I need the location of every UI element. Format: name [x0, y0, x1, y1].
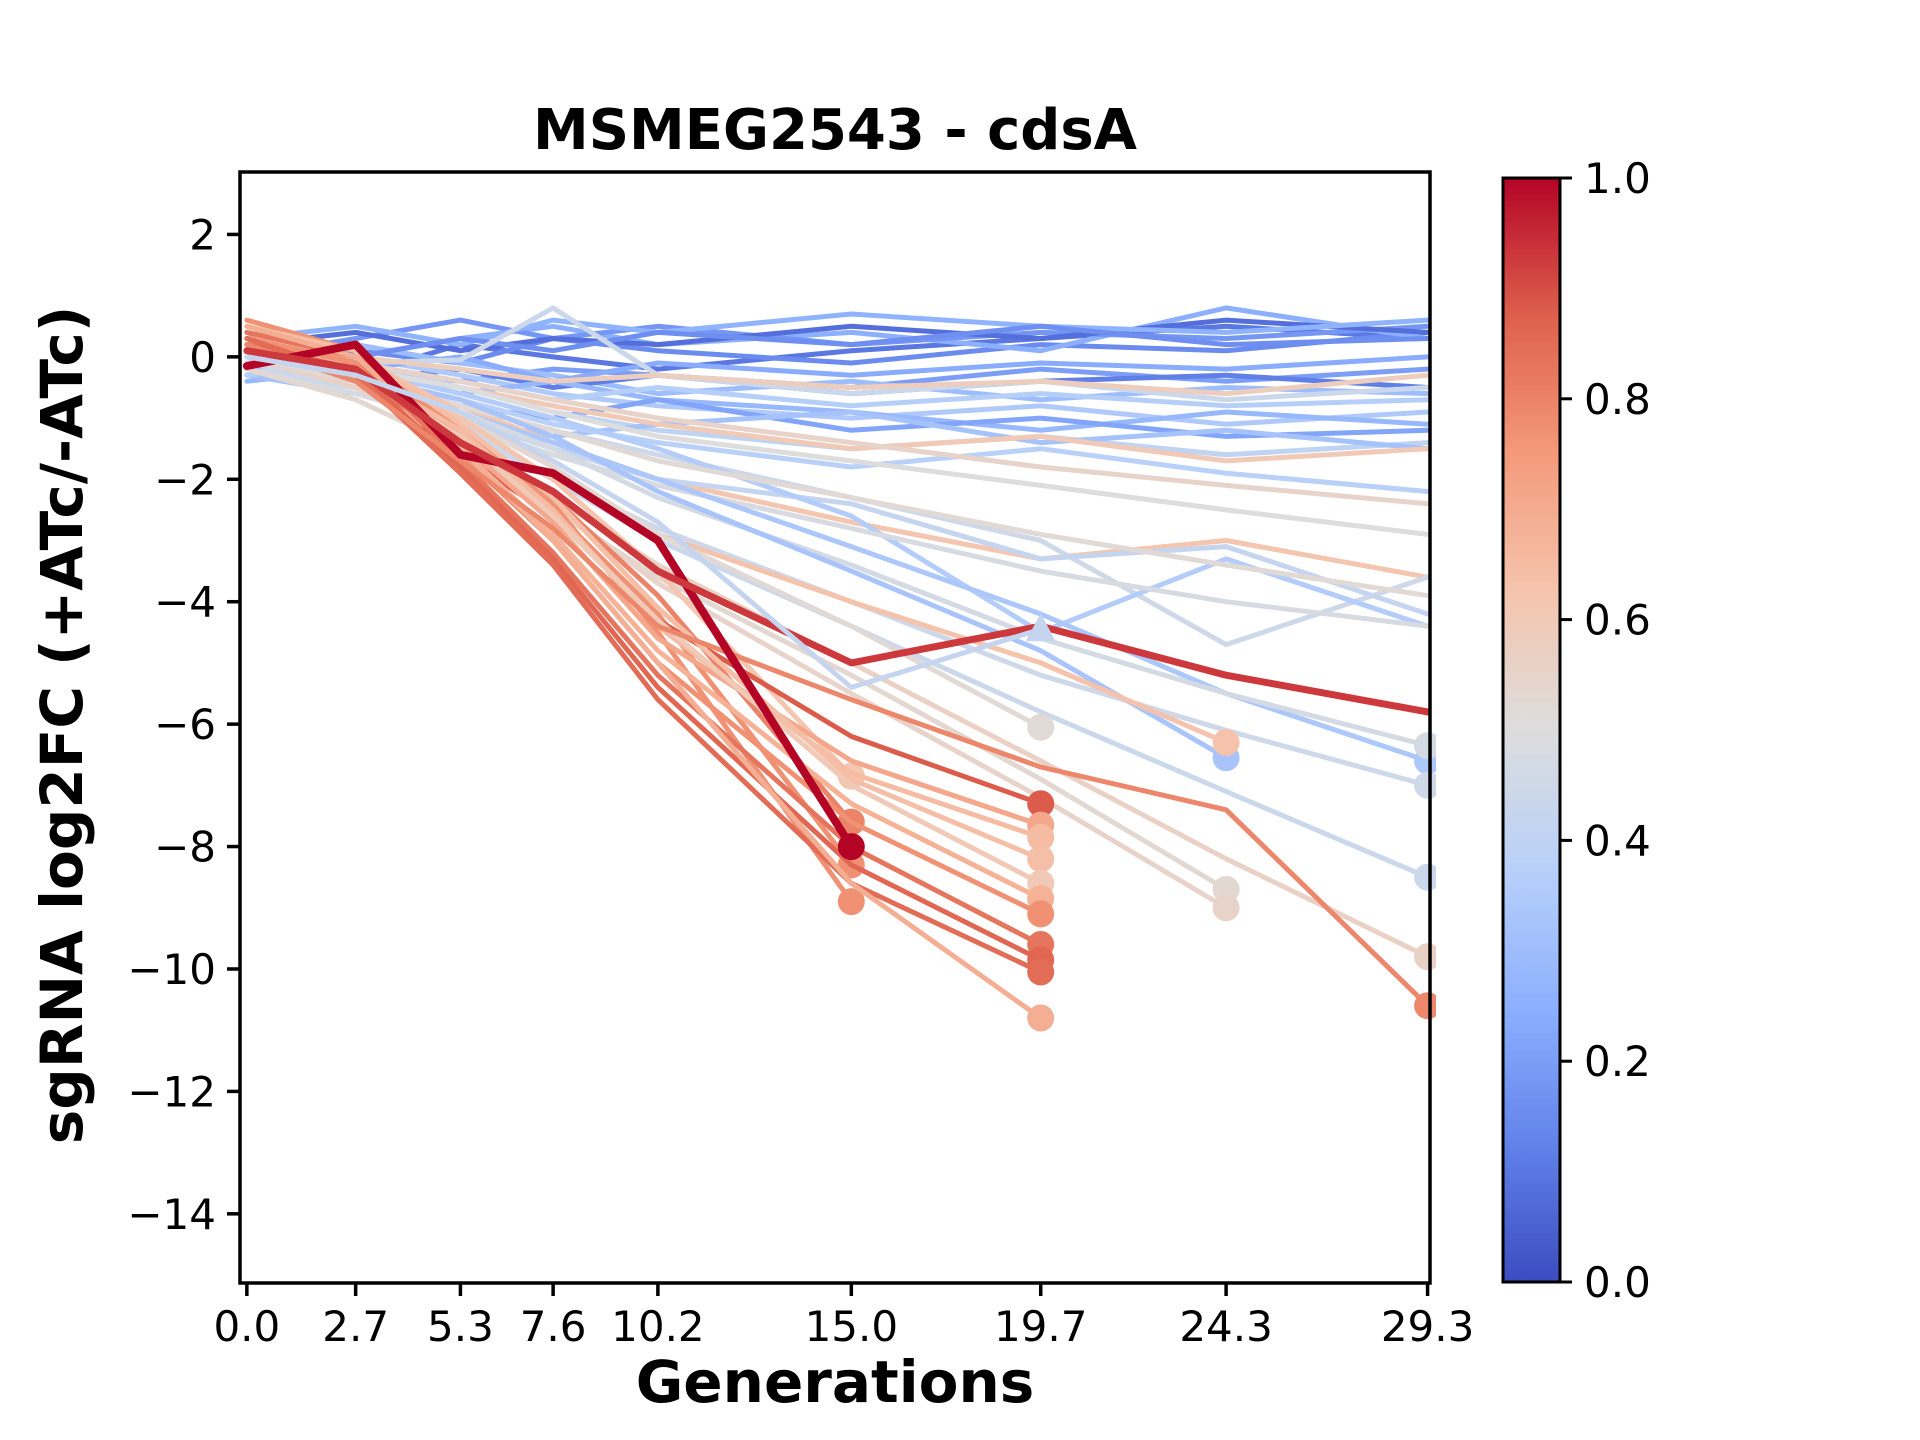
endpoint-marker-circle	[1027, 1004, 1055, 1032]
y-tick-label: −8	[154, 823, 216, 872]
series-line	[244, 354, 1431, 384]
colorbar-tick-label: 0.0	[1584, 1258, 1651, 1307]
endpoint-marker-circle	[1414, 732, 1436, 760]
y-tick-label: 0	[189, 333, 216, 382]
endpoint-marker-circle	[1414, 771, 1436, 799]
y-tick-label: −14	[127, 1190, 216, 1239]
y-axis-label: sgRNA log2FC (+ATc/-ATc)	[28, 305, 96, 1145]
chart-title: MSMEG2543 - cdsA	[532, 98, 1138, 163]
endpoint-marker-circle	[837, 888, 865, 916]
endpoint-marker-circle	[1414, 992, 1436, 1020]
series-line	[244, 342, 1431, 1009]
x-tick-label: 0.0	[213, 1302, 280, 1351]
x-tick-label: 10.2	[611, 1302, 705, 1351]
endpoint-marker-triangle	[1025, 613, 1056, 642]
colorbar-tick-label: 0.8	[1584, 375, 1651, 424]
endpoint-marker-circle	[1027, 823, 1055, 851]
endpoint-marker-circle	[1212, 729, 1240, 756]
series-line	[244, 317, 1431, 354]
x-tick-label: 2.7	[322, 1302, 389, 1351]
colorbar-tick-label: 0.6	[1584, 596, 1651, 645]
endpoint-marker-circle	[1027, 958, 1055, 986]
colorbar-frame	[1501, 176, 1562, 1284]
colorbar-tick-label: 1.0	[1584, 154, 1651, 203]
x-axis-label: Generations	[635, 1348, 1035, 1416]
endpoint-marker-circle	[1027, 845, 1055, 873]
series-group	[242, 305, 1436, 1032]
series-line	[243, 347, 1432, 716]
series-line	[244, 329, 1431, 372]
series-line	[244, 323, 1044, 1021]
colorbar-tick-label: 0.2	[1584, 1037, 1651, 1086]
series-line	[244, 342, 1431, 397]
series-line	[244, 354, 1044, 690]
colorbar	[1503, 178, 1560, 1282]
y-tick-label: −12	[127, 1067, 216, 1116]
axes-frame	[238, 170, 1432, 1285]
series-line	[244, 323, 1431, 360]
x-tick-label: 5.3	[427, 1302, 494, 1351]
y-tick-label: −10	[127, 945, 216, 994]
x-tick-label: 29.3	[1381, 1302, 1475, 1351]
colorbar-tick-label: 0.4	[1584, 816, 1651, 865]
endpoint-marker-circle	[1414, 943, 1436, 971]
y-tick-label: −2	[154, 455, 216, 504]
endpoint-marker-circle	[1027, 900, 1055, 928]
endpoint-marker-circle	[1212, 894, 1240, 922]
endpoint-marker-circle	[1414, 863, 1436, 891]
y-tick-label: 2	[189, 210, 216, 259]
endpoint-marker-circle	[1027, 713, 1055, 741]
endpoint-marker-circle	[837, 833, 865, 861]
x-tick-label: 7.6	[520, 1302, 587, 1351]
series-line	[244, 348, 1431, 507]
y-tick-label: −4	[154, 578, 216, 627]
endpoint-marker-circle	[1027, 790, 1055, 818]
x-tick-label: 15.0	[805, 1302, 899, 1351]
x-tick-label: 19.7	[994, 1302, 1088, 1351]
y-tick-label: −6	[154, 700, 216, 749]
series-line	[244, 323, 1044, 862]
x-tick-label: 24.3	[1179, 1302, 1273, 1351]
